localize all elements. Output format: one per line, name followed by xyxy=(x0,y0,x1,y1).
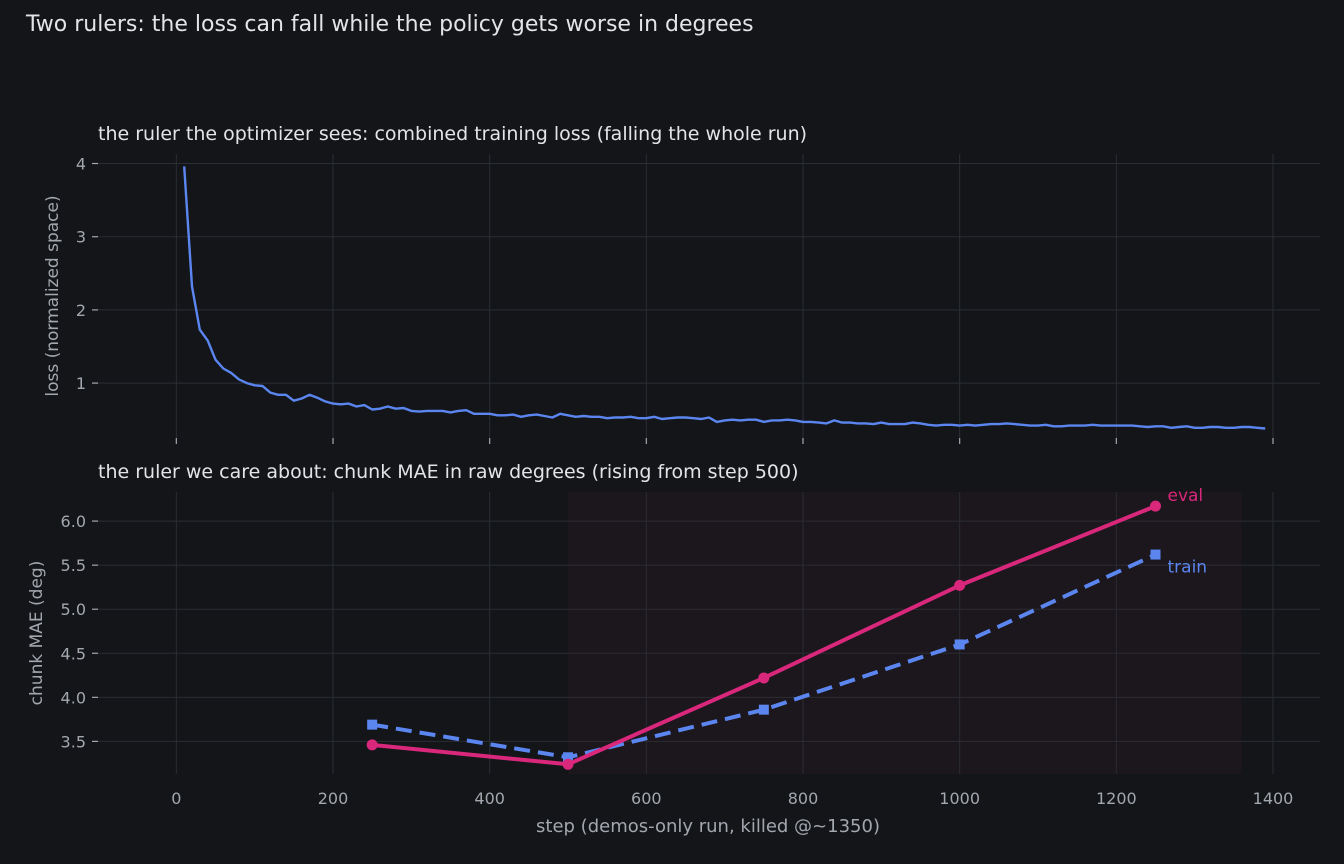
bottom-y-tick-label: 4.0 xyxy=(61,688,86,707)
eval-point xyxy=(954,579,966,591)
top-y-tick-label: 4 xyxy=(76,155,86,174)
train-point xyxy=(563,752,573,763)
eval-series-label: eval xyxy=(1168,486,1204,506)
train-series-label: train xyxy=(1168,558,1208,578)
rising-region-shade xyxy=(568,492,1242,774)
bottom-y-tick-label: 6.0 xyxy=(61,512,86,531)
bottom-y-tick-label: 5.0 xyxy=(61,600,86,619)
top-y-tick-label: 1 xyxy=(76,374,86,393)
x-axis-label: step (demos-only run, killed @~1350) xyxy=(536,816,880,837)
bottom-y-axis-label: chunk MAE (deg) xyxy=(27,561,47,706)
eval-point xyxy=(1150,500,1161,512)
train-point xyxy=(1150,549,1161,560)
train-point xyxy=(367,719,378,730)
mae-series xyxy=(366,500,1161,770)
loss-line xyxy=(183,166,1266,430)
top-panel-title: the ruler the optimizer sees: combined t… xyxy=(98,123,807,145)
bottom-y-tick-label: 5.5 xyxy=(61,556,86,575)
eval-point xyxy=(562,758,574,770)
eval-point xyxy=(366,739,378,751)
bottom-y-tick-label: 4.5 xyxy=(61,644,86,663)
bottom-panel-title: the ruler we care about: chunk MAE in ra… xyxy=(98,461,799,483)
train-line xyxy=(371,552,1157,760)
loss-series xyxy=(183,166,1266,430)
x-tick-label: 1400 xyxy=(1253,789,1294,808)
top-y-axis-label: loss (normalized space) xyxy=(43,195,63,396)
x-tick-label: 400 xyxy=(474,789,505,808)
x-tick-label: 800 xyxy=(788,789,819,808)
x-tick-label: 600 xyxy=(631,789,662,808)
bottom-grid xyxy=(98,492,1320,774)
figure-title: Two rulers: the loss can fall while the … xyxy=(26,12,754,37)
axis-ticks: 1 2 3 4 0 200 400 600 800 1000 1200 1400 3.5 4.0 4.5 5.… xyxy=(61,155,1294,808)
train-point xyxy=(758,704,769,715)
x-tick-label: 200 xyxy=(318,789,349,808)
top-grid xyxy=(98,154,1320,438)
x-tick-label: 1000 xyxy=(939,789,980,808)
train-point xyxy=(954,639,965,650)
bottom-y-tick-label: 3.5 xyxy=(61,732,86,751)
eval-point xyxy=(758,672,770,684)
top-y-tick-label: 2 xyxy=(76,301,86,320)
x-tick-label: 1200 xyxy=(1096,789,1137,808)
x-tick-label: 0 xyxy=(171,789,181,808)
top-y-tick-label: 3 xyxy=(76,228,86,247)
